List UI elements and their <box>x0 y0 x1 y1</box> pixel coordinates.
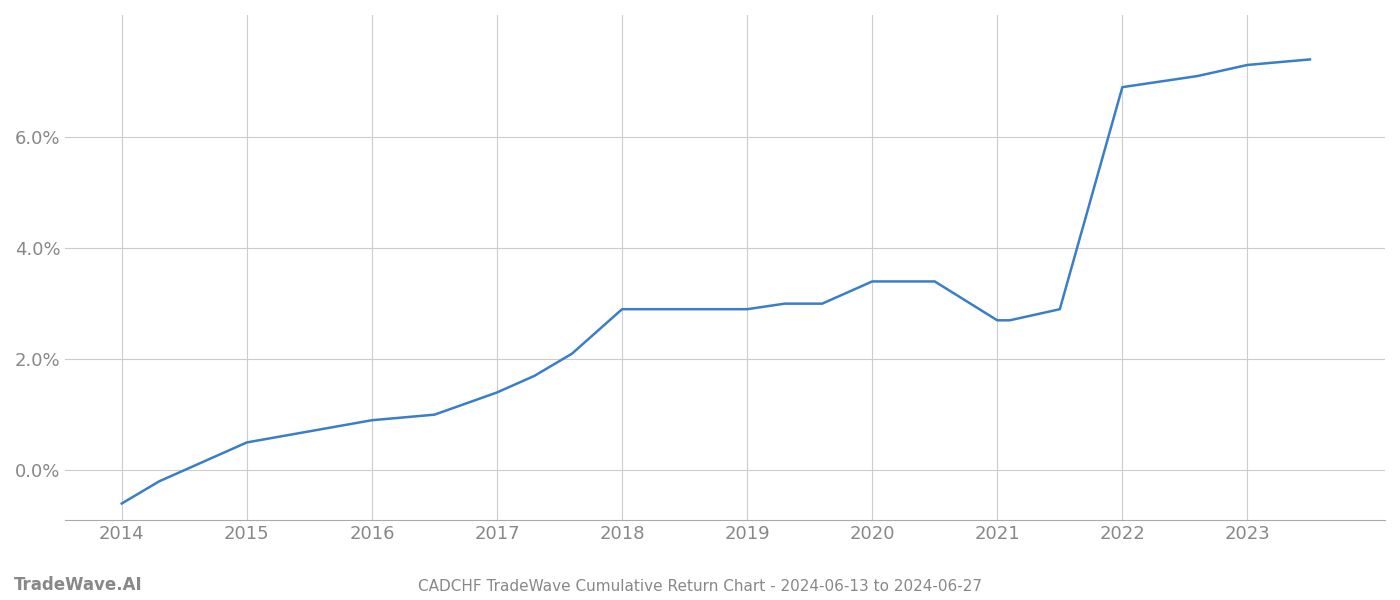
Text: TradeWave.AI: TradeWave.AI <box>14 576 143 594</box>
Text: CADCHF TradeWave Cumulative Return Chart - 2024-06-13 to 2024-06-27: CADCHF TradeWave Cumulative Return Chart… <box>419 579 981 594</box>
